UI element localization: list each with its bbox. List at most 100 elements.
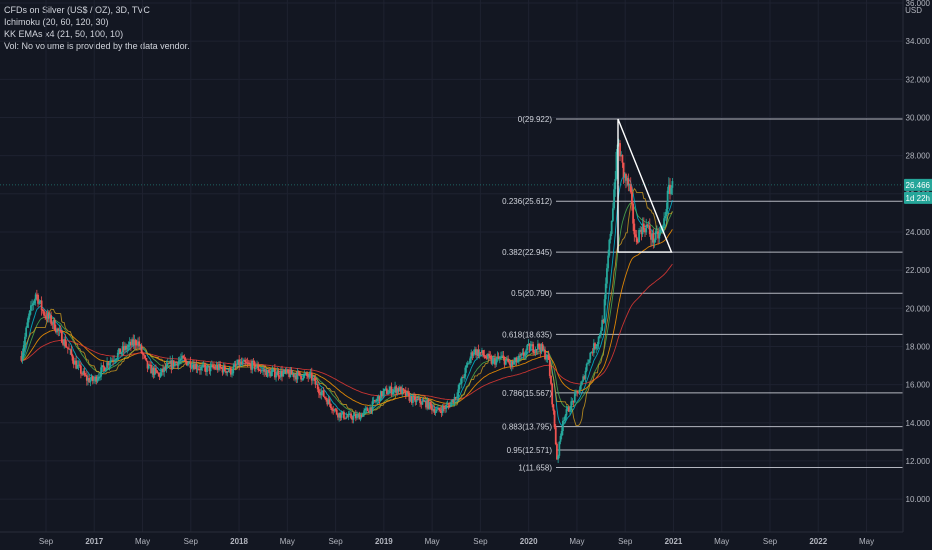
candle-body <box>273 369 276 378</box>
candle-body <box>50 315 53 324</box>
triangle-drawing[interactable] <box>617 118 673 253</box>
candle-body <box>403 389 406 391</box>
candle-body <box>479 352 482 353</box>
candle-body <box>310 372 313 381</box>
candle-body <box>210 364 213 366</box>
candle-body <box>204 367 207 372</box>
candle-body <box>149 364 151 366</box>
candle-body <box>263 369 266 372</box>
triangle-pattern[interactable] <box>617 118 673 253</box>
candle-body <box>285 369 288 372</box>
candle-body <box>654 231 657 240</box>
candle-body <box>304 373 307 375</box>
candle-body <box>459 383 462 385</box>
candle-body <box>364 408 367 411</box>
candle-body <box>473 349 476 353</box>
candle-body <box>187 363 189 366</box>
candle-body <box>579 384 582 390</box>
candle-body <box>609 233 612 240</box>
candle-body <box>323 396 326 398</box>
candle-body <box>314 378 317 385</box>
time-tick-label: 2017 <box>85 537 103 546</box>
candle-body <box>627 177 630 186</box>
candle-body <box>379 391 382 401</box>
candle-body <box>622 162 625 178</box>
candle-body <box>308 373 311 378</box>
ema-10-line <box>21 176 673 426</box>
candle-body <box>20 355 23 361</box>
candle-body <box>81 373 83 375</box>
candle-body <box>388 390 391 393</box>
candle-body <box>445 405 448 409</box>
candle-body <box>515 357 518 363</box>
candle-body <box>141 352 144 355</box>
candle-body <box>260 370 263 371</box>
candle-body <box>85 375 88 381</box>
candle-body <box>223 365 226 371</box>
candle-body <box>406 391 408 396</box>
time-tick-label: 2022 <box>809 537 827 546</box>
candle-body <box>89 379 92 383</box>
ichimoku-legend[interactable]: Ichimoku (20, 60, 120, 30) <box>4 17 109 27</box>
price-tick-label: 14.000 <box>906 419 931 428</box>
candle-body <box>154 368 157 371</box>
candle-body <box>514 357 517 362</box>
candle-body <box>116 352 119 359</box>
candle-body <box>571 400 574 402</box>
candle-body <box>588 359 590 363</box>
candle-body <box>558 441 561 456</box>
candle-body <box>539 347 542 352</box>
candle-body <box>203 364 206 368</box>
candle-body <box>553 410 556 428</box>
time-tick-label: 2018 <box>230 537 248 546</box>
candle-body <box>216 365 219 370</box>
candle-body <box>124 345 126 351</box>
candle-body <box>523 355 526 356</box>
ema-legend[interactable]: KK EMAs x4 (21, 50, 100, 10) <box>4 29 124 39</box>
candle-body <box>233 364 236 367</box>
candle-body <box>127 344 130 348</box>
candle-body <box>614 179 617 190</box>
fibonacci-retracement[interactable]: 0(29.922) 0.236(25.612) 0.382(22.945) 0.5(2… <box>502 115 903 472</box>
candle-body <box>576 391 579 393</box>
candle-body <box>573 393 576 403</box>
candle-body <box>404 390 407 396</box>
candle-body <box>145 358 148 361</box>
time-axis[interactable]: Sep 2017 May Sep 2018 May Sep 2019 May Sep 2020 May… <box>0 531 903 546</box>
candle-body <box>171 360 174 369</box>
candle-body <box>108 363 111 366</box>
candle-body <box>294 375 297 378</box>
candle-body <box>442 406 445 408</box>
candle-body <box>131 339 133 346</box>
candle-body <box>537 343 539 350</box>
candle-body <box>287 369 289 373</box>
candle-body <box>621 154 624 163</box>
candle-body <box>247 362 250 364</box>
candle-body <box>398 387 401 392</box>
candle-body <box>56 328 58 333</box>
currency-label: USD <box>905 6 922 15</box>
candle-body <box>334 409 337 411</box>
candle-body <box>248 363 251 365</box>
candle-body <box>413 396 416 398</box>
candle-body <box>206 365 208 372</box>
candle-body <box>365 408 368 410</box>
price-tick-label: 20.000 <box>906 304 931 313</box>
candle-body <box>275 375 277 378</box>
candle-body <box>140 345 143 353</box>
candle-body <box>70 349 73 355</box>
candle-body <box>293 374 295 378</box>
candle-body <box>54 330 57 333</box>
candle-body <box>471 352 474 356</box>
candle-body <box>601 319 604 331</box>
candle-body <box>610 220 613 234</box>
candle-body <box>327 399 330 405</box>
candle-body <box>218 363 220 370</box>
candle-body <box>435 409 438 412</box>
price-tick-label: 28.000 <box>906 152 931 161</box>
volume-note: Vol: No volume is provided by the data v… <box>4 41 190 51</box>
candle-body <box>552 404 555 411</box>
time-tick-label: May <box>714 537 729 546</box>
